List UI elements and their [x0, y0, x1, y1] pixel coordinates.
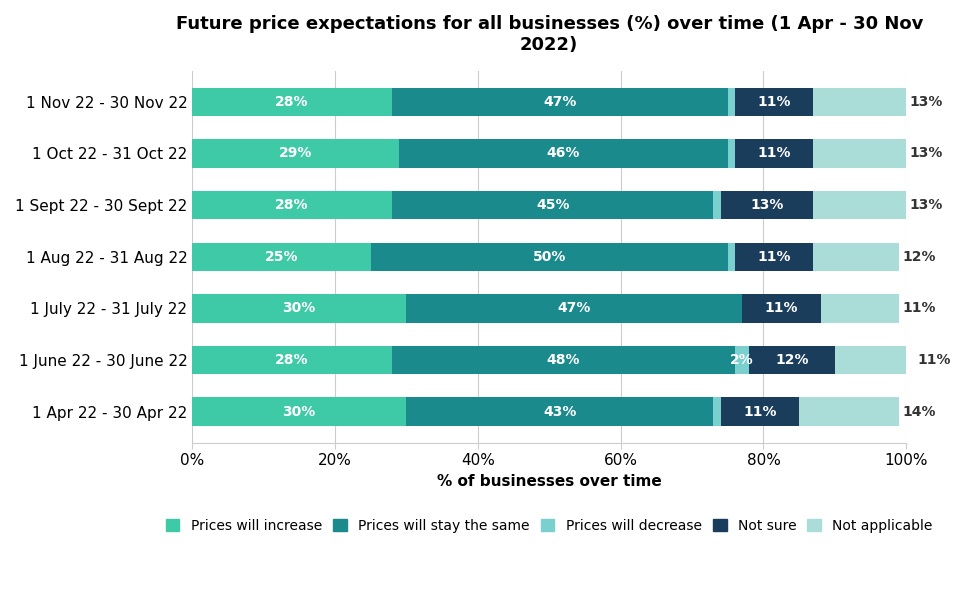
Bar — [721, 191, 813, 219]
Bar — [192, 397, 407, 426]
Bar — [714, 191, 721, 219]
Bar — [392, 191, 714, 219]
Text: 12%: 12% — [902, 249, 936, 264]
X-axis label: % of businesses over time: % of businesses over time — [437, 474, 662, 489]
Bar — [371, 243, 727, 271]
Bar — [813, 88, 906, 116]
Text: 11%: 11% — [757, 249, 791, 264]
Bar — [392, 88, 727, 116]
Bar — [727, 139, 735, 167]
Text: 46%: 46% — [547, 147, 581, 161]
Bar — [392, 346, 735, 374]
Text: 13%: 13% — [910, 198, 943, 212]
Text: 45%: 45% — [536, 198, 570, 212]
Bar — [750, 346, 835, 374]
Text: 13%: 13% — [751, 198, 783, 212]
Text: 13%: 13% — [910, 147, 943, 161]
Bar — [727, 88, 735, 116]
Bar — [192, 139, 399, 167]
Bar — [407, 294, 742, 322]
Bar — [727, 243, 735, 271]
Text: 30%: 30% — [283, 405, 316, 419]
Text: 14%: 14% — [902, 405, 936, 419]
Text: 11%: 11% — [757, 95, 791, 109]
Bar — [799, 397, 899, 426]
Text: 50%: 50% — [532, 249, 566, 264]
Title: Future price expectations for all businesses (%) over time (1 Apr - 30 Nov
2022): Future price expectations for all busine… — [176, 15, 923, 54]
Bar — [735, 346, 750, 374]
Bar — [192, 191, 392, 219]
Bar — [192, 294, 407, 322]
Text: 2%: 2% — [730, 353, 753, 367]
Bar — [813, 191, 906, 219]
Text: 25%: 25% — [265, 249, 298, 264]
Text: 30%: 30% — [283, 302, 316, 315]
Bar — [714, 397, 721, 426]
Bar — [192, 346, 392, 374]
Bar — [742, 294, 820, 322]
Text: 12%: 12% — [776, 353, 809, 367]
Bar — [399, 139, 727, 167]
Bar — [192, 243, 371, 271]
Bar — [735, 88, 813, 116]
Bar — [813, 139, 906, 167]
Bar — [835, 346, 914, 374]
Text: 28%: 28% — [275, 198, 309, 212]
Bar — [813, 243, 899, 271]
Text: 28%: 28% — [275, 353, 309, 367]
Bar — [735, 139, 813, 167]
Text: 28%: 28% — [275, 95, 309, 109]
Text: 47%: 47% — [557, 302, 591, 315]
Bar — [407, 397, 714, 426]
Text: 11%: 11% — [764, 302, 798, 315]
Text: 11%: 11% — [917, 353, 951, 367]
Text: 11%: 11% — [743, 405, 777, 419]
Bar — [735, 243, 813, 271]
Bar — [192, 88, 392, 116]
Text: 43%: 43% — [543, 405, 577, 419]
Text: 13%: 13% — [910, 95, 943, 109]
Text: 29%: 29% — [279, 147, 312, 161]
Text: 11%: 11% — [757, 147, 791, 161]
Bar — [721, 397, 799, 426]
Text: 48%: 48% — [547, 353, 581, 367]
Bar — [820, 294, 899, 322]
Text: 11%: 11% — [902, 302, 936, 315]
Text: 47%: 47% — [543, 95, 577, 109]
Legend: Prices will increase, Prices will stay the same, Prices will decrease, Not sure,: Prices will increase, Prices will stay t… — [160, 513, 938, 538]
